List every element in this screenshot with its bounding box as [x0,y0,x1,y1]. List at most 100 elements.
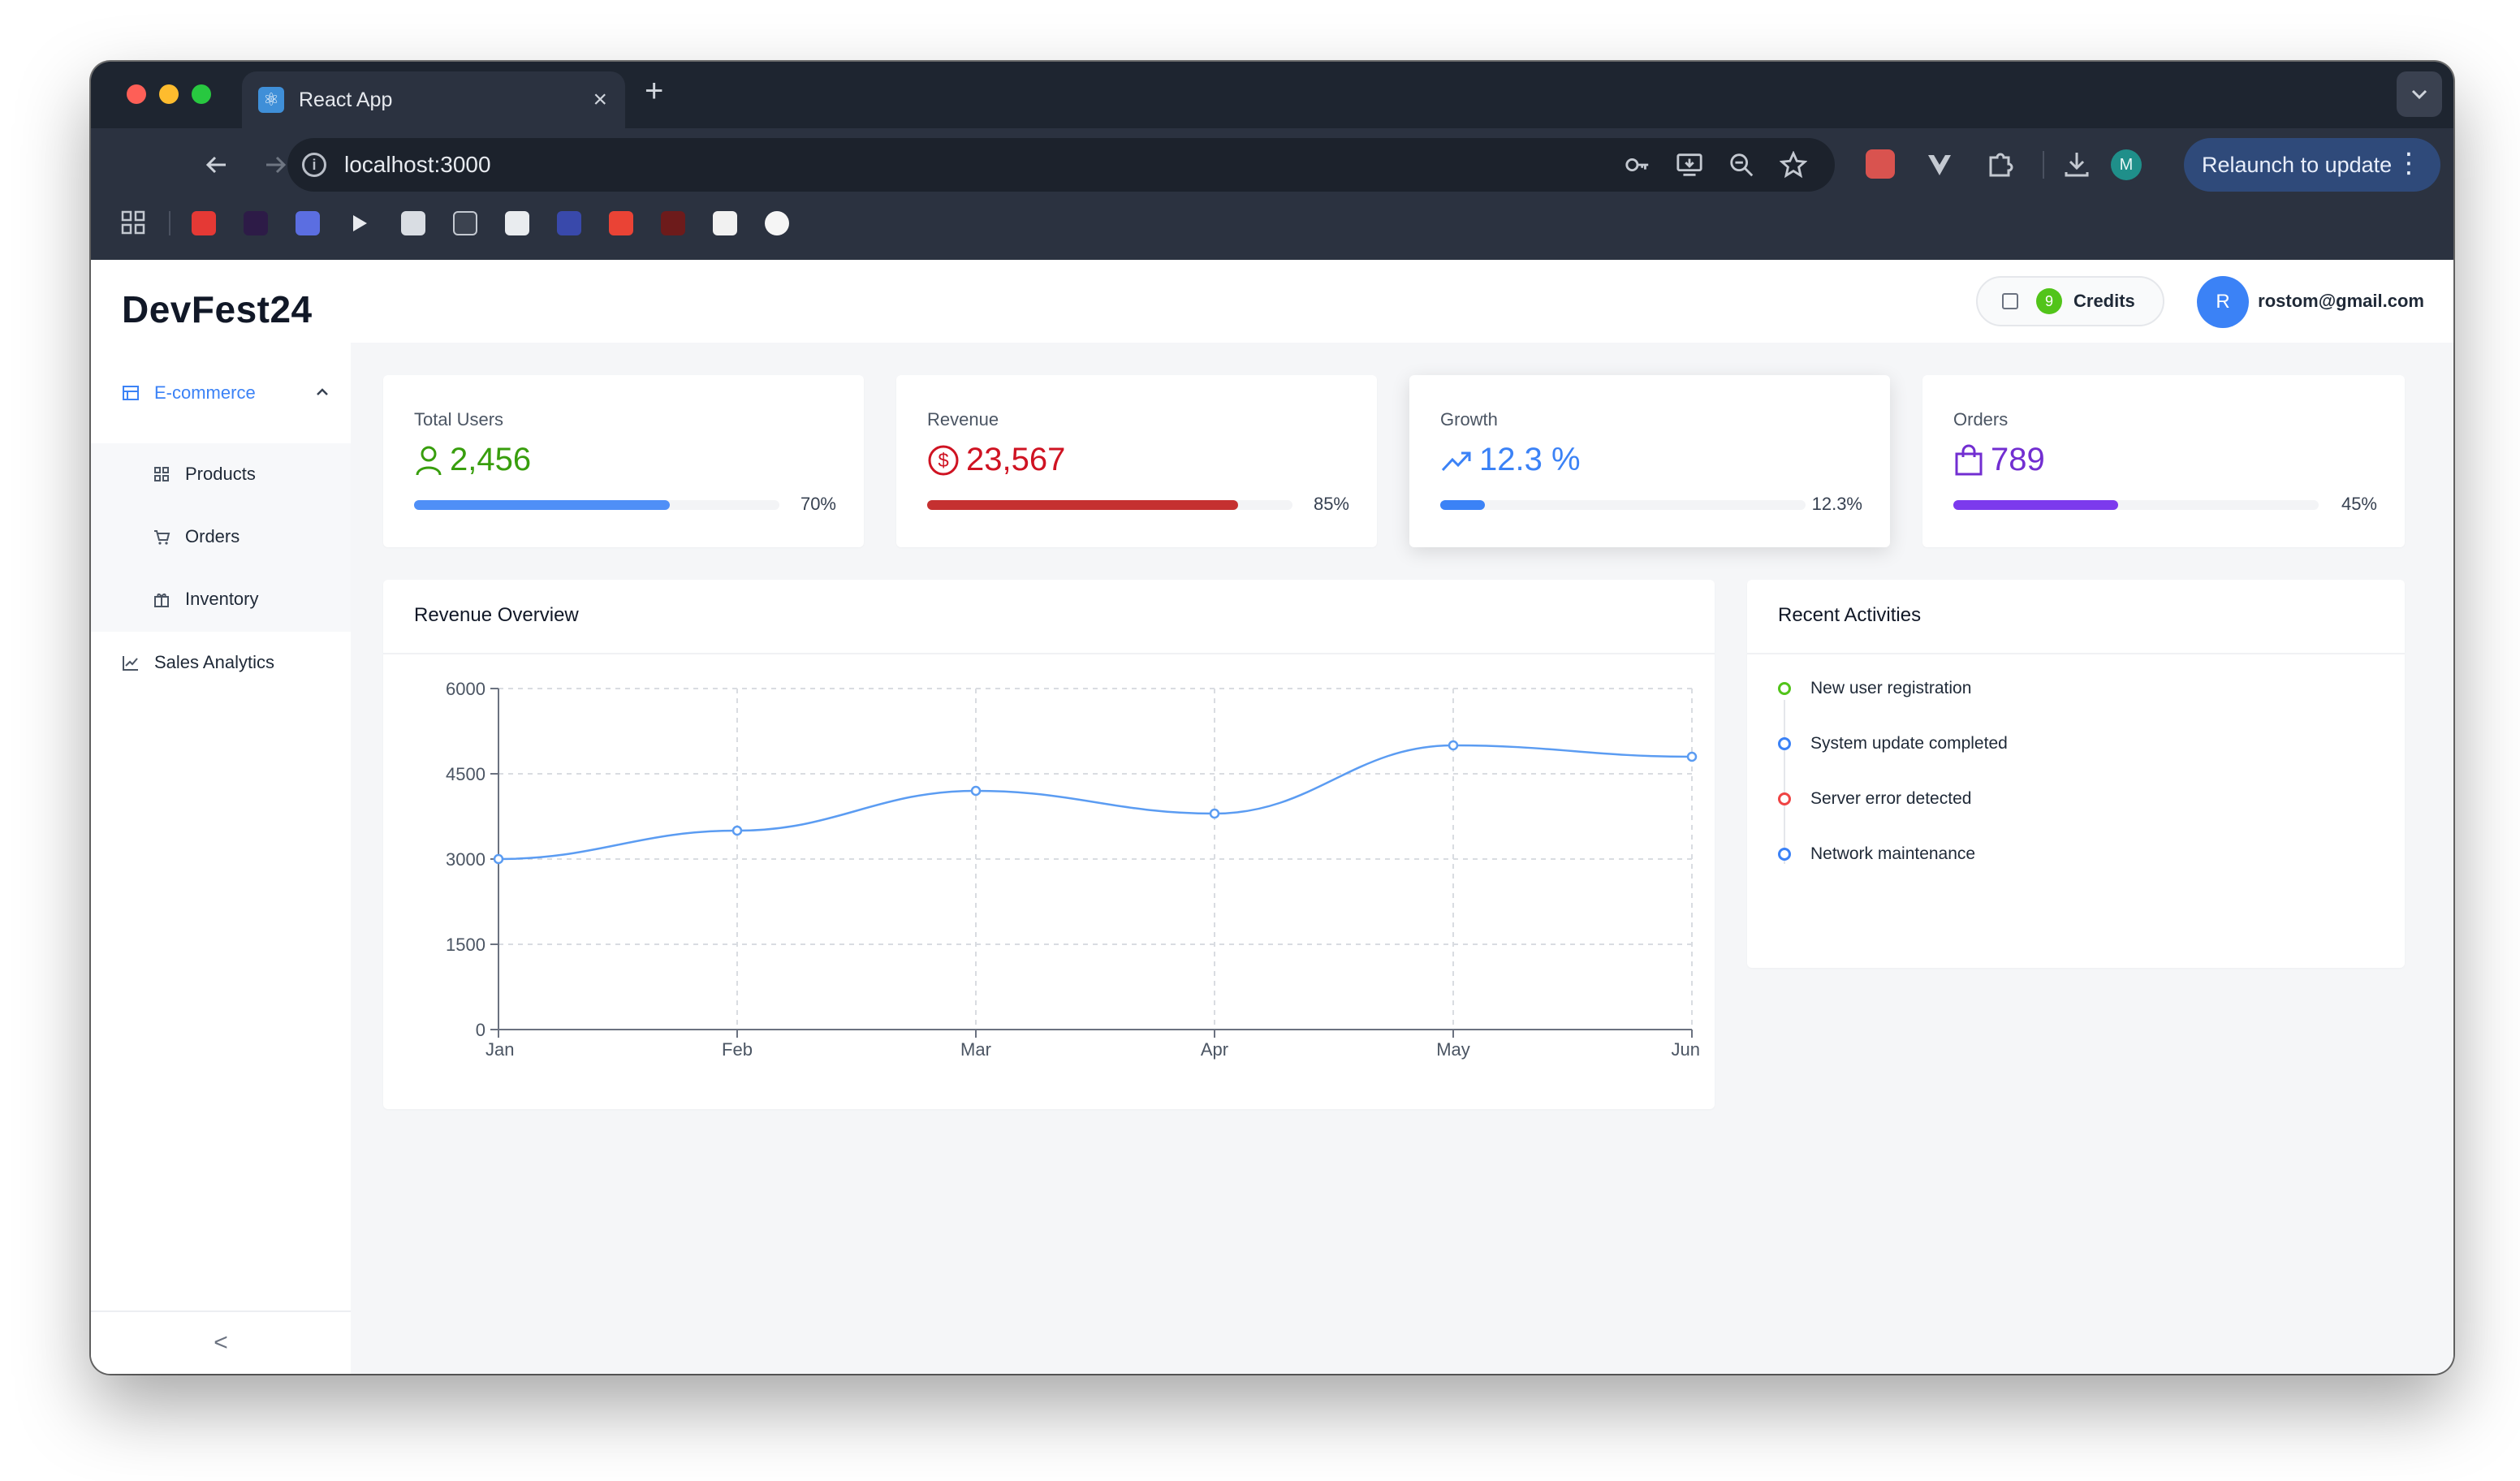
stat-progress-track [1440,500,1806,510]
x-tick-label: Apr [1201,1039,1228,1060]
revenue-line-chart: 0 1500 3000 4500 6000 Jan Feb Mar Apr May Jun [446,679,1700,1060]
credits-count-badge: 9 [2036,288,2062,314]
sidebar-item-products[interactable]: Products [91,443,351,505]
bookmark-gmail-icon[interactable] [609,211,633,235]
stat-value-row: 12.3 % [1440,442,1581,478]
user-avatar[interactable]: R [2197,276,2249,328]
maximize-window-button[interactable] [192,84,211,104]
data-point [731,825,743,836]
credits-button[interactable]: 9 Credits [1976,276,2164,326]
sidebar-item-label: Inventory [185,589,259,609]
bookmark-youtube-icon[interactable] [192,211,216,235]
stat-value-row: $ 23,567 [927,442,1065,478]
revenue-overview-panel: Revenue Overview 0 1500 3000 4500 6000 Jan Feb… [383,580,1715,1109]
line-chart-icon [123,656,138,671]
brand-logo[interactable]: DevFest24 [122,288,313,330]
status-dot [1778,848,1791,861]
store-icon [123,386,139,400]
sidebar: DevFest24 E-commerce Products Orders Inv… [91,260,352,1374]
react-logo-icon: ⚛ [258,87,284,113]
stat-title: Growth [1440,409,1498,430]
back-icon[interactable] [203,151,231,179]
password-key-icon[interactable] [1624,151,1651,179]
install-app-icon[interactable] [1676,151,1703,179]
sidebar-item-ecommerce[interactable]: E-commerce [91,362,351,424]
y-tick-label: 3000 [446,849,485,870]
chevron-down-icon [2411,89,2427,100]
panel-title: Recent Activities [1778,604,1922,626]
forward-icon[interactable] [261,151,289,179]
sidebar-item-orders[interactable]: Orders [91,506,351,568]
extensions-puzzle-icon[interactable] [1986,149,2015,179]
sidebar-item-inventory[interactable]: Inventory [91,568,351,630]
recent-activities-panel: Recent Activities New user registration … [1747,580,2405,968]
url-text[interactable]: localhost:3000 [344,152,491,177]
relaunch-label: Relaunch to update [2202,152,2393,177]
relaunch-button[interactable]: Relaunch to update ⋮ [2184,138,2440,192]
site-info-icon[interactable]: i [302,153,326,177]
user-email[interactable]: rostom@gmail.com [2258,291,2424,311]
menu-dots-icon[interactable]: ⋮ [2395,148,2423,179]
wallet-icon [2002,293,2018,309]
tab-strip: ⚛ React App × + [91,62,2453,128]
data-point [493,853,504,865]
profile-avatar[interactable]: M [2111,149,2142,180]
stat-card-revenue: Revenue $ 23,567 85% [896,375,1377,547]
dollar-icon: $ [928,445,959,475]
extension-vue-icon[interactable] [1926,151,1953,179]
apps-grid-icon[interactable] [120,209,146,235]
address-bar[interactable]: i localhost:3000 [287,138,1835,192]
bookmark-scan-icon[interactable] [453,211,477,235]
browser-chrome: ⚛ React App × + i localhost:3000 M [91,62,2453,260]
zoom-icon[interactable] [1728,151,1755,179]
close-window-button[interactable] [127,84,146,104]
stat-value: 12.3 % [1479,442,1581,477]
x-tick-label: Feb [722,1039,753,1060]
x-tick-label: May [1436,1039,1470,1060]
data-point [1686,751,1698,762]
y-tick-label: 6000 [446,679,485,699]
activity-item: New user registration [1778,679,1971,698]
tab-close-icon[interactable]: × [593,86,607,113]
bookmark-netflix-icon[interactable] [661,211,685,235]
activity-item: System update completed [1778,734,2008,753]
panel-divider [383,653,1715,654]
app-root: DevFest24 E-commerce Products Orders Inv… [91,260,2453,1374]
x-tick-label: Jun [1672,1039,1700,1060]
y-tick-label: 1500 [446,935,485,955]
panel-title: Revenue Overview [414,604,579,626]
stat-title: Revenue [927,409,999,430]
tab-search-button[interactable] [2397,71,2442,117]
bookmark-github-icon[interactable] [765,211,789,235]
bookmark-star-icon[interactable] [1780,151,1807,179]
browser-tab[interactable]: ⚛ React App × [242,71,625,128]
downloads-icon[interactable] [2062,149,2091,179]
bookmark-play-icon[interactable] [296,211,320,235]
activity-text: Server error detected [1810,789,1972,808]
bookmark-avatar-icon[interactable] [557,211,581,235]
new-tab-button[interactable]: + [645,73,664,109]
bookmark-terminal-icon[interactable] [505,211,529,235]
minimize-window-button[interactable] [159,84,179,104]
bookmark-app-icon[interactable] [244,211,268,235]
bookmark-tradingview-icon[interactable] [713,211,737,235]
stat-value-row: 2,456 [414,442,531,478]
sidebar-item-sales-analytics[interactable]: Sales Analytics [91,632,351,693]
chevron-up-icon[interactable] [315,386,330,396]
activity-text: Network maintenance [1810,844,1976,863]
series-line [498,744,1693,861]
bookmark-search-icon[interactable] [401,211,425,235]
submenu [91,443,351,632]
sidebar-item-label: Orders [185,526,240,546]
stat-card-total-users: Total Users 2,456 70% [383,375,864,547]
panel-divider [1747,653,2405,654]
credits-label: Credits [2073,291,2135,311]
stat-value: 789 [1991,442,2045,477]
stat-card-orders: Orders 789 45% [1922,375,2405,547]
bookmark-play-arrow-icon[interactable] [349,213,370,234]
y-tick-label: 4500 [446,764,485,784]
status-dot [1778,792,1791,805]
sidebar-collapse-button[interactable]: < [91,1310,351,1374]
extension-bug-icon[interactable] [1866,149,1895,179]
activity-item: Network maintenance [1778,844,1975,864]
